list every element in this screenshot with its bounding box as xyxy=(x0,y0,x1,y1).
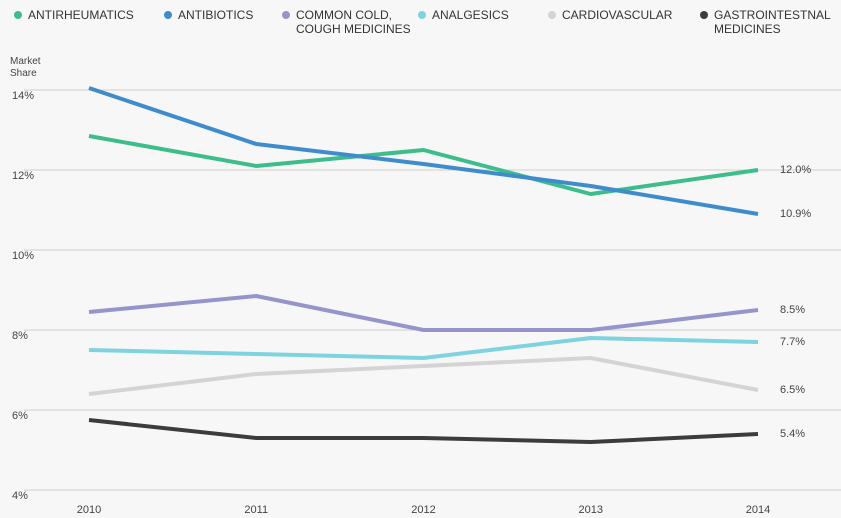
series-line xyxy=(88,356,759,396)
legend-item: ANALGESICS xyxy=(418,8,538,22)
legend-swatch xyxy=(548,11,556,19)
series-line xyxy=(88,294,759,332)
value-label: 7.7% xyxy=(780,336,805,348)
legend-label: CARDIOVASCULAR xyxy=(562,8,673,22)
legend-swatch xyxy=(700,11,708,19)
series-line xyxy=(88,418,759,444)
legend-label: GASTROINTESTNAL MEDICINES xyxy=(714,8,831,36)
x-tick-label: 2013 xyxy=(579,504,603,516)
legend-item: CARDIOVASCULAR xyxy=(548,8,688,22)
legend-label: ANTIRHEUMATICS xyxy=(28,8,134,22)
legend-swatch xyxy=(14,11,22,19)
value-label: 10.9% xyxy=(780,208,811,220)
value-label: 5.4% xyxy=(780,428,805,440)
x-tick-label: 2010 xyxy=(77,504,101,516)
x-tick-label: 2011 xyxy=(244,504,268,516)
legend-label: COMMON COLD, COUGH MEDICINES xyxy=(296,8,411,36)
y-tick-label: 4% xyxy=(12,490,28,502)
legend-item: ANTIRHEUMATICS xyxy=(14,8,154,22)
y-tick-label: 10% xyxy=(12,250,34,262)
y-tick-label: 8% xyxy=(12,330,28,342)
legend-label: ANALGESICS xyxy=(432,8,509,22)
y-tick-label: 14% xyxy=(12,90,34,102)
legend-swatch xyxy=(282,11,290,19)
x-tick-label: 2014 xyxy=(746,504,770,516)
y-axis-title: Market Share xyxy=(10,56,41,79)
legend-item: GASTROINTESTNAL MEDICINES xyxy=(700,8,830,36)
legend-label: ANTIBIOTICS xyxy=(178,8,254,22)
value-label: 8.5% xyxy=(780,304,805,316)
y-tick-label: 12% xyxy=(12,170,34,182)
value-label: 6.5% xyxy=(780,384,805,396)
legend: ANTIRHEUMATICS ANTIBIOTICS COMMON COLD, CO… xyxy=(0,0,841,40)
legend-item: COMMON COLD, COUGH MEDICINES xyxy=(282,8,412,36)
legend-swatch xyxy=(164,11,172,19)
y-tick-label: 6% xyxy=(12,410,28,422)
x-tick-label: 2012 xyxy=(411,504,435,516)
legend-item: ANTIBIOTICS xyxy=(164,8,274,22)
value-label: 12.0% xyxy=(780,164,811,176)
series-line xyxy=(88,86,759,216)
legend-swatch xyxy=(418,11,426,19)
series-line xyxy=(88,336,759,360)
series-line xyxy=(88,134,759,196)
